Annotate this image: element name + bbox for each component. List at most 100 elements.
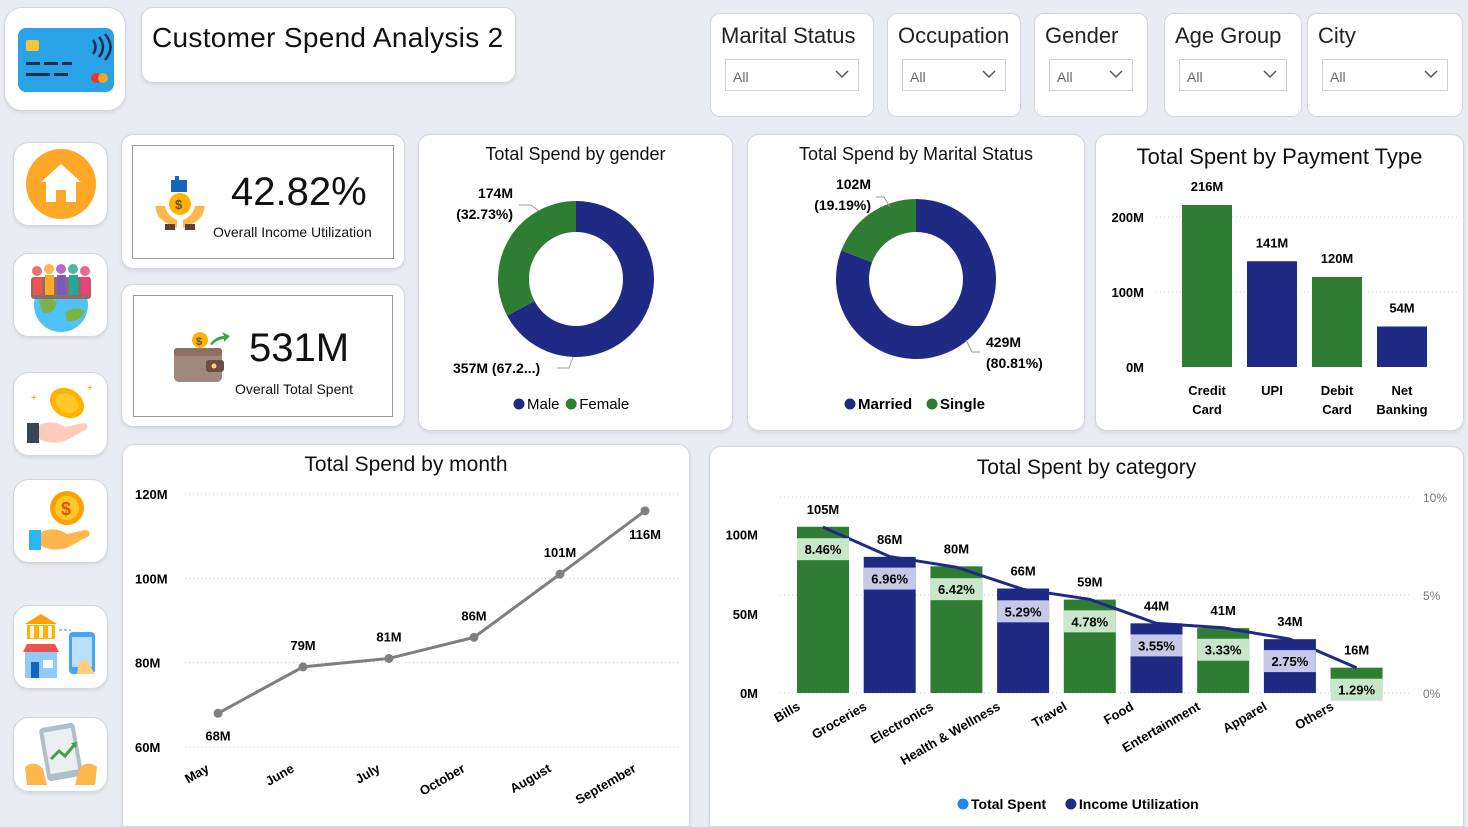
dropdown-value: All	[1330, 69, 1346, 85]
y-tick-label: 0M	[1126, 360, 1144, 375]
home-icon	[25, 149, 96, 219]
point-data-label: 79M	[290, 638, 315, 653]
legend-marker	[957, 798, 969, 810]
data-label-background	[930, 578, 983, 601]
data-point	[384, 653, 394, 663]
x-tick-label: Card	[1322, 402, 1352, 417]
utilization-data-label: 3.33%	[1205, 643, 1242, 658]
money-hands-icon: $	[155, 176, 205, 230]
utilization-data-label: 4.78%	[1071, 614, 1108, 629]
y2-tick-label: 0%	[1423, 687, 1441, 701]
chart-title: Total Spend by month	[304, 453, 508, 476]
leader-line	[557, 356, 574, 369]
bar-data-label: 41M	[1211, 603, 1236, 618]
bar-data-label: 105M	[807, 502, 840, 517]
legend-label: Total Spent	[971, 796, 1047, 812]
x-tick-label: June	[263, 761, 297, 789]
bar	[1377, 326, 1427, 367]
filter-occupation: Occupation All	[887, 13, 1021, 117]
nav-home-button[interactable]	[13, 142, 108, 226]
svg-text:+: +	[87, 383, 93, 394]
bar-data-label: 16M	[1344, 643, 1369, 658]
marital-status-dropdown[interactable]: All	[725, 59, 859, 91]
chevron-down-icon	[1109, 70, 1123, 79]
leader-line	[965, 339, 980, 353]
leader-line	[876, 196, 891, 208]
point-data-label: 101M	[544, 545, 577, 560]
nav-demographics-button[interactable]	[13, 253, 108, 337]
series-line	[217, 509, 646, 715]
nav-spending-button[interactable]: $	[13, 479, 108, 563]
wallet-icon: $	[174, 332, 230, 382]
bar-data-label: 54M	[1389, 301, 1414, 316]
point-data-label: 86M	[461, 608, 486, 623]
x-tick-label: Travel	[1029, 699, 1069, 731]
city-dropdown[interactable]: All	[1322, 59, 1448, 91]
data-label-background	[1197, 638, 1250, 661]
payment-bar-chart: 0M 100M 200M 216M Credit Card 141M UPI 120M Debit…	[1111, 179, 1458, 417]
donut-slice-male	[507, 201, 654, 357]
dropdown-value: All	[1187, 69, 1203, 85]
data-point	[640, 506, 650, 516]
bar-data-label: 59M	[1077, 575, 1102, 590]
utilization-data-label: 1.29%	[1338, 683, 1375, 698]
bar-data-label: 216M	[1191, 179, 1224, 194]
y-tick-label: 100M	[135, 571, 168, 586]
legend-label: Single	[940, 396, 985, 413]
nav-payment-button[interactable]	[13, 605, 108, 689]
utilization-data-label: 5.29%	[1005, 604, 1042, 619]
slice-percent-label: (19.19%)	[814, 197, 871, 213]
logo-tile	[4, 7, 126, 111]
legend-label: Female	[579, 396, 629, 413]
svg-text:$: $	[196, 336, 202, 348]
data-point	[469, 632, 479, 642]
nav-income-button[interactable]: + +	[13, 372, 108, 456]
x-tick-label: Banking	[1376, 402, 1427, 417]
donut-slice-married	[836, 199, 996, 359]
filter-label: Occupation	[898, 23, 1010, 48]
x-tick-label: October	[417, 761, 468, 799]
utilization-data-label: 2.75%	[1271, 654, 1308, 669]
age-group-dropdown[interactable]: All	[1179, 59, 1287, 91]
x-tick-label: Credit	[1188, 383, 1226, 398]
data-label-background	[1330, 678, 1383, 701]
svg-text:$: $	[175, 197, 183, 212]
y-tick-label: 120M	[135, 487, 168, 502]
x-tick-label: Card	[1192, 402, 1222, 417]
kpi-utilization-card: $ 42.82% Overall Income Utilization	[121, 134, 405, 269]
data-label-background	[797, 538, 849, 561]
y-tick-label: 200M	[1111, 210, 1144, 225]
legend-marker	[513, 398, 525, 410]
bar	[1182, 205, 1232, 367]
gender-dropdown[interactable]: All	[1049, 59, 1133, 91]
legend-marker	[926, 398, 938, 410]
bar	[1130, 623, 1183, 693]
title-card: Customer Spend Analysis 2	[141, 7, 516, 83]
data-point	[298, 662, 308, 672]
y2-tick-label: 5%	[1423, 589, 1441, 603]
y-tick-label: 80M	[135, 656, 160, 671]
occupation-dropdown[interactable]: All	[902, 59, 1006, 91]
dropdown-value: All	[733, 69, 749, 85]
chart-title: Total Spent by Payment Type	[1136, 144, 1423, 169]
filter-city: City All	[1307, 13, 1463, 117]
slice-data-label: 429M	[986, 334, 1021, 350]
nav-trends-button[interactable]	[13, 717, 108, 792]
data-label-background	[1063, 610, 1116, 633]
data-label-background	[1263, 650, 1316, 673]
x-tick-label: September	[573, 761, 639, 808]
data-label-background	[863, 567, 916, 590]
tablet-growth-icon	[24, 722, 97, 785]
people-globe-icon	[30, 264, 91, 332]
utilization-line	[822, 525, 1358, 670]
bar-data-label: 80M	[944, 541, 969, 556]
dropdown-value: All	[910, 69, 926, 85]
x-tick-label: UPI	[1261, 383, 1283, 398]
utilization-data-label: 8.46%	[805, 542, 842, 557]
month-chart-card: Total Spend by month 60M 80M 100M 120M 68M Ma…	[122, 444, 690, 827]
x-tick-label: August	[507, 760, 554, 796]
y-tick-label: 60M	[135, 740, 160, 755]
data-label-background	[997, 600, 1050, 623]
filter-label: Gender	[1045, 23, 1119, 48]
kpi-total-spent-card: $ 531M Overall Total Spent	[121, 284, 405, 427]
